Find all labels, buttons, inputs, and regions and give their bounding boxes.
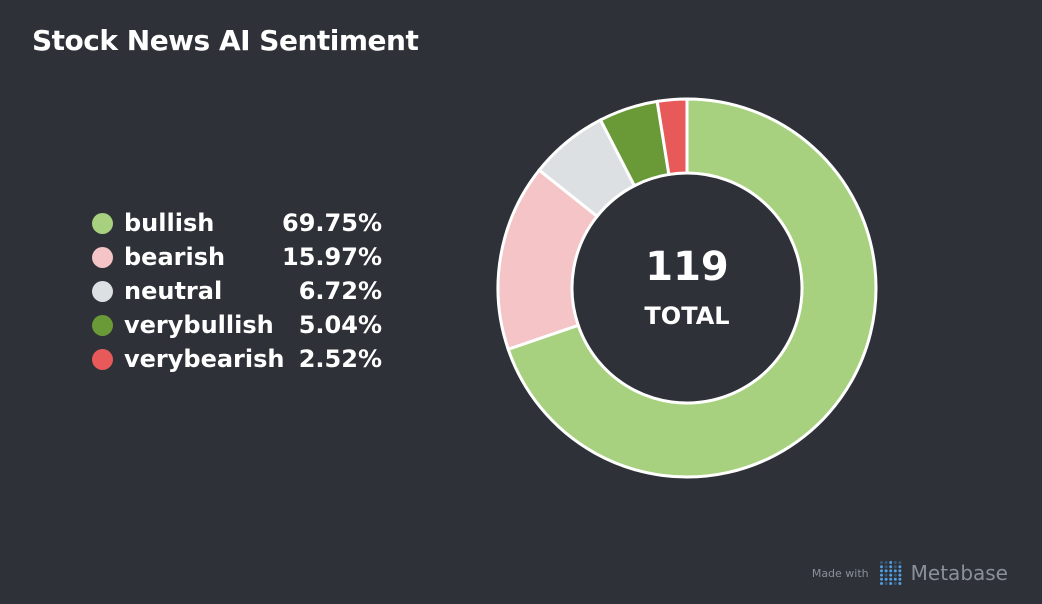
legend-label: verybullish bbox=[124, 311, 274, 339]
legend-item-verybearish[interactable]: verybearish 2.52% bbox=[92, 342, 382, 376]
legend-item-bullish[interactable]: bullish 69.75% bbox=[92, 206, 382, 240]
legend-item-verybullish[interactable]: verybullish 5.04% bbox=[92, 308, 382, 342]
total-label: TOTAL bbox=[644, 302, 729, 330]
legend-dot-icon bbox=[92, 212, 113, 234]
legend-dot-icon bbox=[92, 246, 113, 268]
legend-dot-icon bbox=[92, 314, 113, 336]
legend-percent: 5.04% bbox=[298, 311, 382, 339]
legend-percent: 2.52% bbox=[298, 345, 382, 373]
total-value: 119 bbox=[645, 244, 729, 290]
metabase-logo-icon bbox=[879, 561, 902, 585]
legend-label: neutral bbox=[124, 277, 223, 305]
legend-percent: 69.75% bbox=[282, 209, 382, 237]
legend-percent: 6.72% bbox=[298, 277, 382, 305]
legend: bullish 69.75% bearish 15.97% neutral 6.72% ve… bbox=[92, 206, 382, 376]
chart-title: Stock News AI Sentiment bbox=[32, 24, 419, 57]
legend-item-neutral[interactable]: neutral 6.72% bbox=[92, 274, 382, 308]
legend-label: bullish bbox=[124, 209, 215, 237]
legend-percent: 15.97% bbox=[282, 243, 382, 271]
legend-label: verybearish bbox=[124, 345, 285, 373]
footer: Made with Metabase bbox=[812, 560, 1008, 586]
legend-dot-icon bbox=[92, 280, 113, 302]
made-with-text: Made with bbox=[811, 566, 869, 580]
legend-item-bearish[interactable]: bearish 15.97% bbox=[92, 240, 382, 274]
slice-bullish[interactable] bbox=[506, 97, 878, 479]
donut-chart: 119 TOTAL bbox=[496, 97, 878, 479]
legend-label: bearish bbox=[124, 243, 226, 271]
slice-verybearish[interactable] bbox=[655, 97, 689, 177]
metabase-brand-text[interactable]: Metabase bbox=[910, 561, 1008, 585]
legend-dot-icon bbox=[92, 348, 113, 370]
